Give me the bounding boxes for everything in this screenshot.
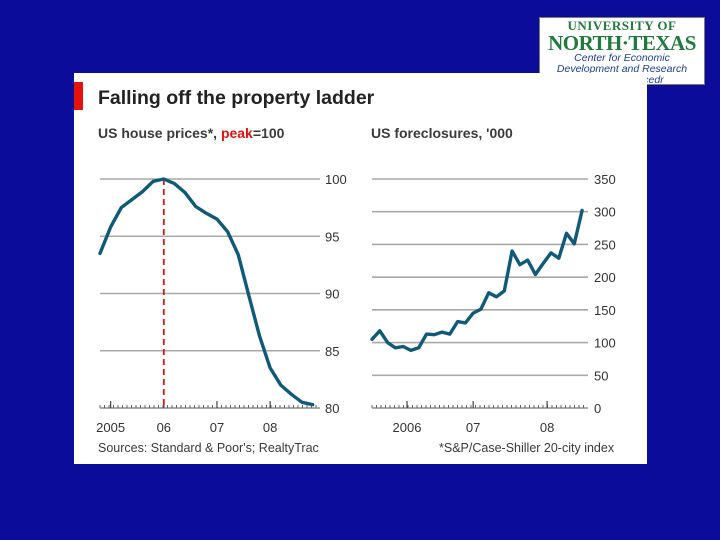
- logo-line-north-texas: NORTH·TEXAS: [548, 31, 696, 55]
- left-y-tick-label: 95: [325, 229, 339, 244]
- left-y-tick-label: 90: [325, 287, 339, 302]
- logo-line-university: UNIVERSITY OF: [567, 18, 677, 33]
- right-x-tick-label: 2006: [393, 420, 422, 435]
- left-y-tick-label: 80: [325, 401, 339, 416]
- logo-line-development: Development and Research: [556, 63, 688, 75]
- right-y-tick-label: 350: [594, 172, 616, 187]
- charts-svg: 100 95 90 85 80 2005 06 07 08 350 300 250 200 150 100 5…: [96, 172, 616, 435]
- left-x-tick-label: 08: [263, 420, 277, 435]
- left-subtitle-part1: US house prices*,: [98, 125, 221, 141]
- left-x-tick-label: 06: [157, 420, 171, 435]
- left-subtitle-peak: peak: [220, 125, 253, 141]
- footer-note: *S&P/Case-Shiller 20-city index: [439, 441, 615, 455]
- right-y-tick-label: 300: [594, 205, 616, 220]
- right-chart-subtitle: US foreclosures, '000: [371, 125, 513, 141]
- left-chart-subtitle: US house prices*, peak=100: [98, 125, 284, 141]
- right-y-tick-label: 250: [594, 237, 616, 252]
- right-y-tick-label: 150: [594, 303, 616, 318]
- right-y-tick-label: 100: [594, 336, 616, 351]
- right-y-tick-label: 50: [594, 368, 608, 383]
- footer-sources: Sources: Standard & Poor's; RealtyTrac: [98, 441, 319, 455]
- chart-panel: Falling off the property ladder US house…: [74, 73, 647, 464]
- right-y-tick-label: 200: [594, 270, 616, 285]
- left-x-tick-label: 07: [210, 420, 224, 435]
- logo-line-center: Center for Economic: [574, 52, 670, 64]
- left-y-tick-label: 85: [325, 344, 339, 359]
- right-x-tick-label: 08: [540, 420, 554, 435]
- left-y-tick-label: 100: [325, 172, 347, 187]
- left-series-line: [98, 177, 315, 407]
- chart-title: Falling off the property ladder: [98, 87, 375, 109]
- left-subtitle-part3: =100: [252, 125, 285, 141]
- right-y-tick-label: 0: [594, 401, 601, 416]
- right-x-tick-label: 07: [466, 420, 480, 435]
- left-x-tick-label: 2005: [96, 420, 125, 435]
- right-series-line: [370, 208, 584, 353]
- title-accent-bar: [74, 82, 83, 110]
